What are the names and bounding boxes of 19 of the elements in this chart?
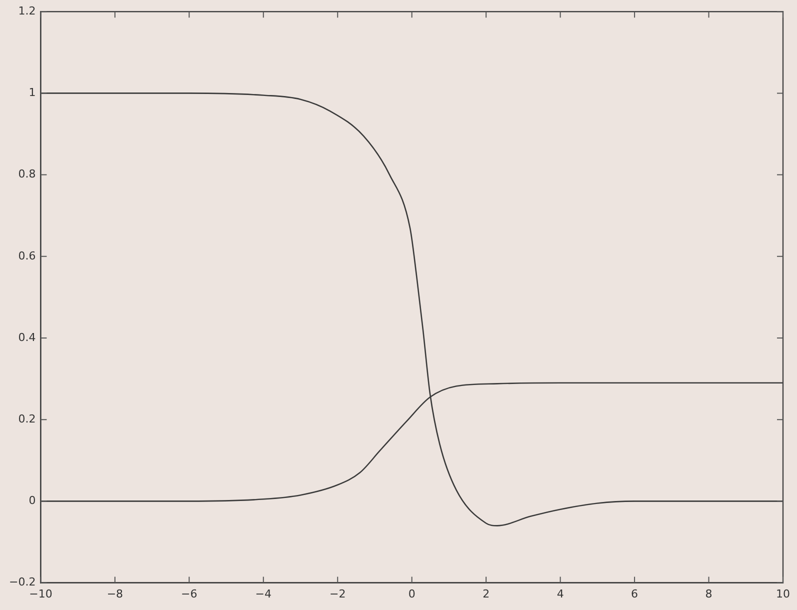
y-tick-label: 0: [28, 494, 36, 508]
y-tick-label: 1.2: [18, 4, 36, 18]
x-tick-label: 6: [631, 587, 638, 600]
x-tick-label: 2: [482, 587, 490, 600]
y-tick-label: 0.2: [18, 412, 36, 426]
x-tick-label: 4: [556, 587, 564, 600]
x-tick-label: −4: [255, 587, 272, 600]
y-tick-label: 0.8: [18, 168, 36, 181]
x-tick-label: −6: [181, 587, 198, 600]
y-tick-label: −0.2: [8, 576, 36, 589]
y-tick-label: 0.4: [18, 330, 36, 344]
y-tick-label: 0.6: [18, 249, 36, 262]
x-tick-label: 0: [408, 587, 416, 600]
y-tick-label: 1: [28, 86, 36, 100]
x-tick-label: −2: [330, 587, 346, 600]
x-tick-label: −8: [106, 587, 124, 600]
x-tick-label: 8: [705, 587, 712, 600]
x-tick-label: 10: [776, 587, 790, 600]
x-tick-label: −10: [29, 587, 52, 600]
